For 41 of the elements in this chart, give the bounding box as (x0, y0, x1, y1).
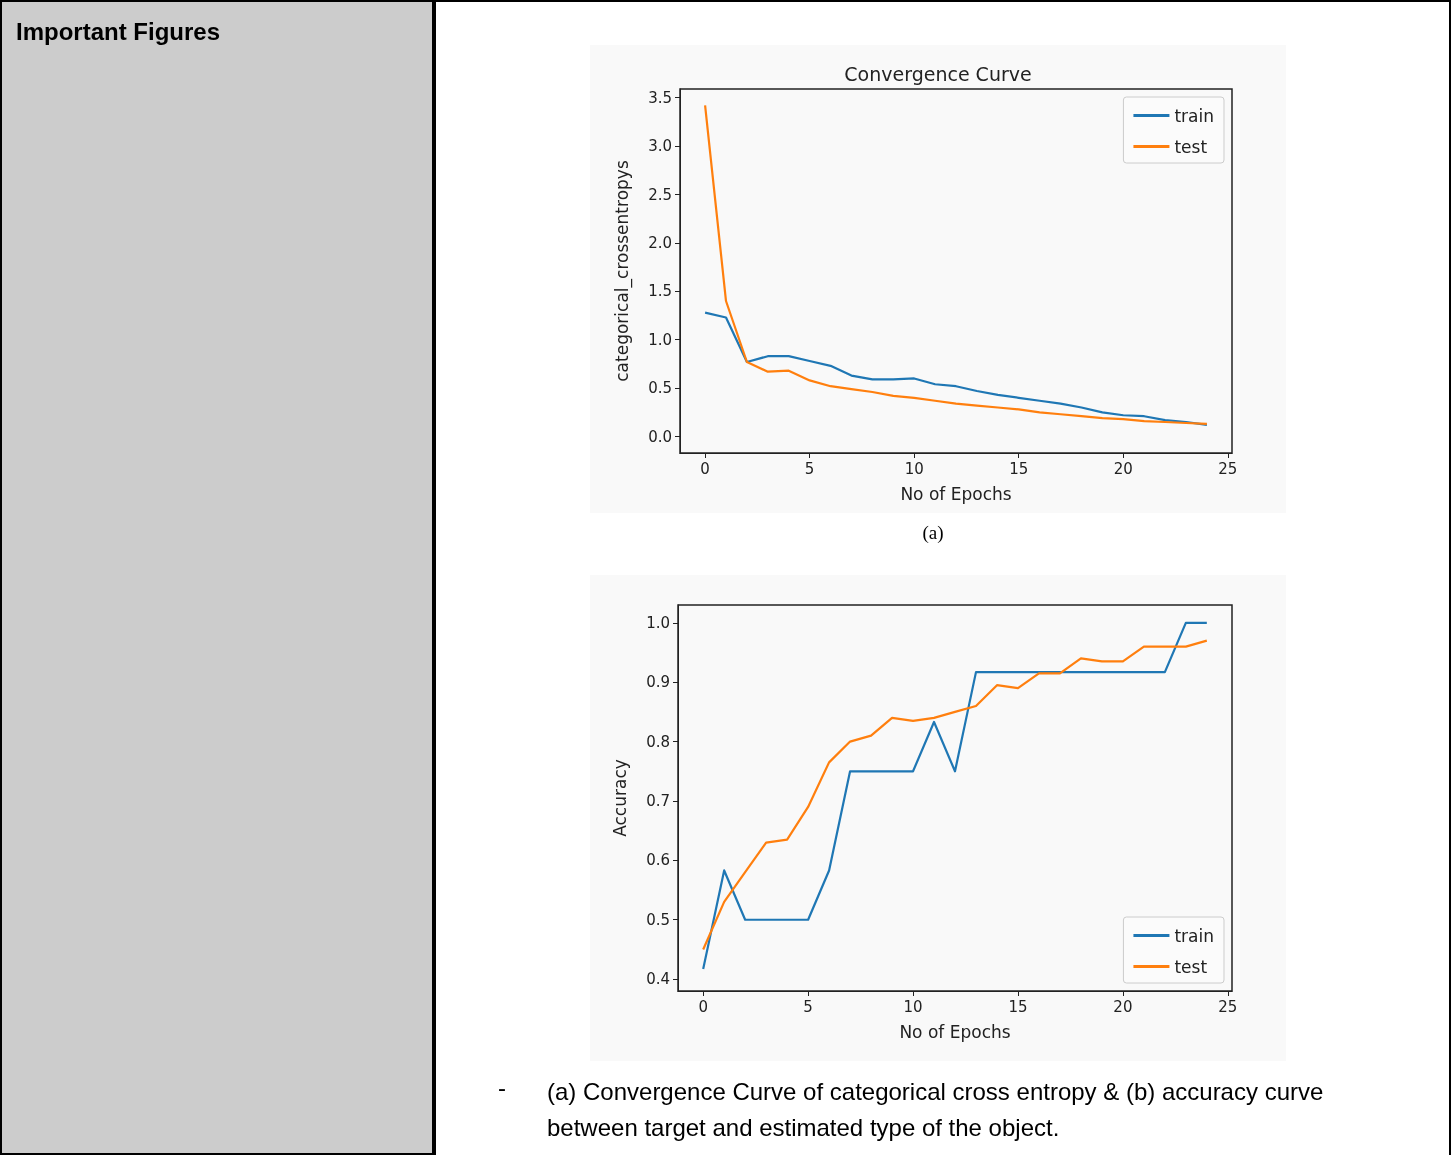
x-tick-label: 25 (1218, 459, 1238, 478)
x-tick-label: 10 (904, 459, 924, 478)
y-tick-label: 1.0 (646, 613, 670, 632)
y-tick-label: 3.5 (648, 88, 672, 107)
x-axis-title: No of Epochs (899, 1021, 1011, 1042)
text: (a) Convergence Curve of categorical cross entropy & (b) accuracy curve between target and estimated type of the object. (547, 1077, 1325, 1143)
x-tick-label: 15 (1009, 459, 1029, 478)
y-tick-label: 2.5 (648, 185, 672, 204)
y-axis-title: categorical_crossentropys (611, 160, 633, 382)
chart-title: Convergence Curve (844, 62, 1032, 85)
x-axis-title: No of Epochs (900, 483, 1012, 504)
x-tick-label: 0 (700, 459, 710, 478)
y-tick-label: 0.8 (646, 732, 670, 751)
legend-label: test (1174, 136, 1208, 157)
y-tick-label: 1.0 (648, 330, 672, 349)
x-tick-label: 20 (1113, 459, 1133, 478)
legend-label: train (1174, 925, 1215, 946)
y-tick-label: 0.9 (646, 673, 670, 692)
x-tick-label: 25 (1218, 997, 1238, 1016)
line-series (703, 311, 1209, 427)
y-tick-label: 1.5 (648, 282, 672, 301)
x-tick-label: 20 (1113, 997, 1133, 1016)
legend-label: train (1174, 105, 1215, 126)
x-tick-label: 5 (804, 459, 815, 478)
text: - (498, 1074, 506, 1102)
y-tick-label: 0.4 (646, 970, 670, 989)
legend-label: test (1174, 956, 1208, 977)
y-tick-label: 2.0 (648, 233, 672, 252)
y-axis-title: Accuracy (609, 759, 630, 837)
x-tick-label: 0 (698, 997, 708, 1016)
text: Important Figures (16, 18, 221, 46)
text: (a) (921, 522, 945, 544)
y-tick-label: 0.6 (646, 851, 670, 870)
y-tick-label: 0.0 (648, 427, 672, 446)
y-tick-label: 0.5 (646, 910, 670, 929)
x-tick-label: 10 (903, 997, 923, 1016)
x-tick-label: 5 (803, 997, 813, 1016)
y-tick-label: 0.5 (648, 379, 672, 398)
y-tick-label: 0.7 (646, 791, 670, 810)
x-tick-label: 15 (1008, 997, 1028, 1016)
y-tick-label: 3.0 (648, 137, 672, 156)
